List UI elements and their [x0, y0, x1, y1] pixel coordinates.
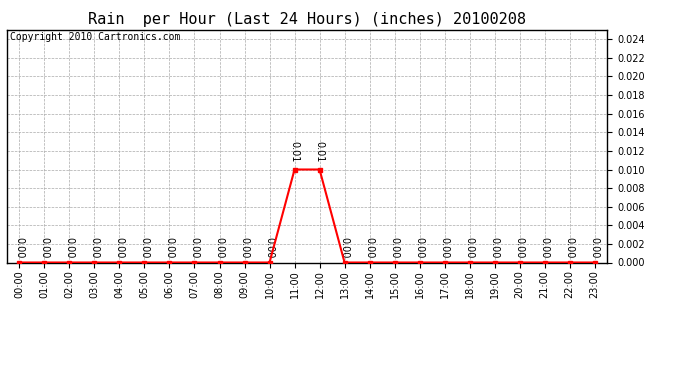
Title: Rain  per Hour (Last 24 Hours) (inches) 20100208: Rain per Hour (Last 24 Hours) (inches) 2…	[88, 12, 526, 27]
Text: 0.00: 0.00	[440, 237, 450, 258]
Text: 0.01: 0.01	[315, 141, 324, 162]
Text: 0.00: 0.00	[564, 237, 575, 258]
Text: 0.00: 0.00	[190, 237, 199, 258]
Text: 0.00: 0.00	[364, 237, 375, 258]
Text: 0.00: 0.00	[64, 237, 75, 258]
Text: 0.00: 0.00	[515, 237, 524, 258]
Text: 0.01: 0.01	[290, 141, 299, 162]
Text: 0.00: 0.00	[164, 237, 175, 258]
Text: 0.00: 0.00	[339, 237, 350, 258]
Text: 0.00: 0.00	[215, 237, 224, 258]
Text: 0.00: 0.00	[14, 237, 24, 258]
Text: 0.00: 0.00	[264, 237, 275, 258]
Text: 0.00: 0.00	[590, 237, 600, 258]
Text: 0.00: 0.00	[239, 237, 250, 258]
Text: 0.00: 0.00	[139, 237, 150, 258]
Text: 0.00: 0.00	[39, 237, 50, 258]
Text: 0.00: 0.00	[415, 237, 424, 258]
Text: 0.00: 0.00	[540, 237, 550, 258]
Text: 0.00: 0.00	[390, 237, 400, 258]
Text: Copyright 2010 Cartronics.com: Copyright 2010 Cartronics.com	[10, 32, 180, 42]
Text: 0.00: 0.00	[490, 237, 500, 258]
Text: 0.00: 0.00	[464, 237, 475, 258]
Text: 0.00: 0.00	[90, 237, 99, 258]
Text: 0.00: 0.00	[115, 237, 124, 258]
